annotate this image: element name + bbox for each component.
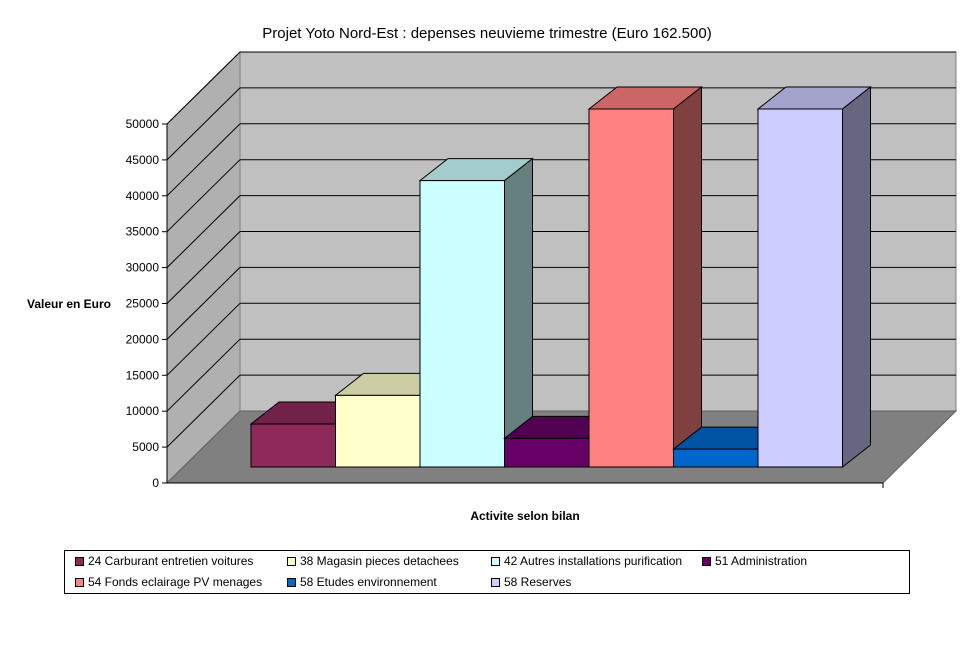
gridline-side — [166, 267, 241, 340]
chart-title: Projet Yoto Nord-Est : depenses neuvieme… — [262, 25, 711, 42]
y-tick-label: 45000 — [126, 153, 160, 167]
y-tick-label: 40000 — [126, 189, 160, 203]
legend-item: 24 Carburant entretien voitures — [75, 554, 253, 568]
legend-swatch — [75, 577, 84, 587]
legend-swatch — [702, 556, 711, 566]
y-tick-label: 50000 — [126, 117, 160, 131]
y-tick-label: 20000 — [126, 332, 160, 346]
legend-swatch — [287, 556, 296, 566]
legend-item: 54 Fonds eclairage PV menages — [75, 575, 262, 589]
legend-swatch — [491, 577, 500, 587]
legend-item: 42 Autres installations purification — [491, 554, 682, 568]
gridline-side — [166, 195, 241, 268]
bars — [249, 85, 872, 469]
legend-item: 58 Etudes environnement — [287, 575, 437, 589]
bar-front — [588, 108, 674, 468]
legend-item: 51 Administration — [702, 554, 807, 568]
y-axis-ticks: 0 5000 10000 15000 20000 25000 30000 35000 40000… — [126, 117, 884, 490]
gridline-side — [166, 51, 241, 125]
legend-label: 58 Reserves — [504, 575, 572, 589]
bar-side — [673, 85, 702, 469]
gridline-side — [166, 123, 241, 197]
bar — [587, 85, 703, 469]
legend-label: 51 Administration — [715, 554, 808, 568]
legend-label: 54 Fonds eclairage PV menages — [88, 575, 263, 589]
bar-front — [504, 437, 590, 468]
y-tick-label: 25000 — [126, 297, 160, 311]
legend-label: 38 Magasin pieces detachees — [300, 554, 459, 568]
legend-label: 42 Autres installations purification — [504, 554, 683, 568]
y-axis-label: Valeur en Euro — [27, 297, 111, 311]
legend-item: 38 Magasin pieces detachees — [287, 554, 459, 568]
y-tick-label: 30000 — [126, 261, 160, 275]
legend-swatch — [287, 577, 296, 587]
y-tick-label: 5000 — [132, 440, 159, 454]
legend: 24 Carburant entretien voitures 38 Magasi… — [64, 550, 910, 594]
y-tick-label: 0 — [152, 476, 159, 490]
legend-swatch — [491, 556, 500, 566]
gridline-side — [166, 87, 241, 161]
bar-chart-3d: Projet Yoto Nord-Est : depenses neuvieme… — [27, 25, 958, 523]
bar-front — [673, 448, 759, 468]
legend-swatch — [75, 556, 84, 566]
y-tick-label: 10000 — [126, 404, 160, 418]
bar — [756, 85, 872, 469]
y-tick-label: 15000 — [126, 368, 160, 382]
bar-front — [419, 180, 505, 468]
legend-item: 58 Reserves — [491, 575, 571, 589]
gridline-side — [166, 374, 241, 448]
legend-label: 58 Etudes environnement — [300, 575, 437, 589]
bar-side — [842, 85, 871, 469]
bar-front — [335, 394, 421, 468]
bar-front — [757, 108, 843, 468]
y-tick-label: 35000 — [126, 225, 160, 239]
gridline-side — [166, 231, 241, 304]
gridline-side — [166, 302, 241, 376]
gridline-side — [166, 338, 241, 412]
bar-front — [250, 423, 336, 468]
x-axis-label: Activite selon bilan — [470, 509, 579, 523]
gridline-side — [166, 159, 241, 233]
legend-label: 24 Carburant entretien voitures — [88, 554, 254, 568]
bar — [418, 157, 534, 469]
